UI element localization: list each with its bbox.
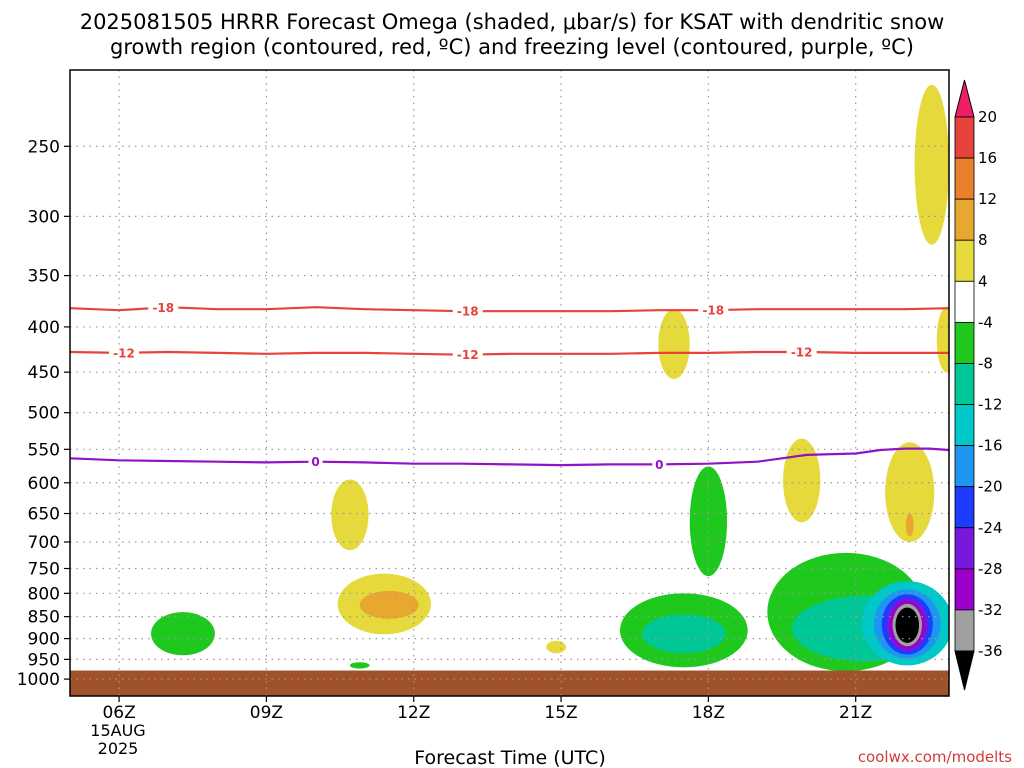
colorbar-band-3 xyxy=(954,239,975,282)
omega-region-3 xyxy=(331,479,369,551)
colorbar: 20 16 12 8 4 -4 -8 -12 -16 -20 -24 -28 -32 -36 xyxy=(954,79,1003,691)
colorbar-tick-8: 8 xyxy=(978,231,988,249)
contour-label--12-2: -12 xyxy=(791,346,813,360)
omega-region-9 xyxy=(546,640,566,654)
omega-region-4 xyxy=(783,438,821,523)
ytick-label-250: 250 xyxy=(28,137,60,157)
omega-region-6 xyxy=(905,513,914,537)
xtick-label-21Z: 21Z xyxy=(839,703,872,723)
contour-label-bg xyxy=(698,303,729,318)
date-label-day: 15AUG xyxy=(90,721,145,740)
ytick-label-1000: 1000 xyxy=(17,670,60,690)
omega-region-8 xyxy=(359,590,419,619)
contour-label-bg xyxy=(652,457,667,472)
contour-line--18 xyxy=(70,306,949,313)
omega-region-10 xyxy=(151,612,215,656)
contour-label--18-2: -18 xyxy=(702,304,724,318)
contour-label-bg xyxy=(452,347,483,362)
omega-region-5 xyxy=(885,442,935,542)
ytick-label-950: 950 xyxy=(28,650,60,670)
contour-label-bg xyxy=(148,300,179,315)
contour-line-0 xyxy=(70,447,949,467)
colorbar-tick--8: -8 xyxy=(978,354,993,372)
colorbar-band-6 xyxy=(954,363,975,405)
ytick-label-800: 800 xyxy=(28,584,60,604)
chart-title-line-2: growth region (contoured, red, ºC) and f… xyxy=(110,35,914,59)
xtick-label-06Z: 06Z xyxy=(102,703,135,723)
colorbar-band-7 xyxy=(954,404,975,447)
colorbar-band-12 xyxy=(954,609,975,652)
ytick-label-650: 650 xyxy=(28,505,60,525)
grid-lines xyxy=(70,70,949,696)
colorbar-band-8 xyxy=(954,445,975,488)
colorbar-tick-16: 16 xyxy=(978,149,997,167)
contour-label-bg xyxy=(786,345,817,360)
temperature-contours: -18 -18 -18 -12 -12 -12 0 0 xyxy=(70,300,949,472)
contour-label-0-1: 0 xyxy=(655,458,663,472)
ytick-label-550: 550 xyxy=(28,440,60,460)
colorbar-band-0 xyxy=(954,116,975,159)
ytick-label-600: 600 xyxy=(28,474,60,494)
y-axis-ticks: 2503003504004505005506006507007508008509… xyxy=(17,137,70,690)
ytick-label-500: 500 xyxy=(28,404,60,424)
contour-label--18-0: -18 xyxy=(152,301,174,315)
contour-label-bg xyxy=(452,304,483,319)
omega-region-2 xyxy=(936,307,949,373)
contour-label-0-0: 0 xyxy=(311,455,319,469)
colorbar-band-1 xyxy=(954,157,975,200)
colorbar-tick--4: -4 xyxy=(978,313,993,331)
ytick-label-300: 300 xyxy=(28,207,60,227)
colorbar-tick--20: -20 xyxy=(978,478,1003,496)
ytick-label-400: 400 xyxy=(28,318,60,338)
omega-region-14 xyxy=(642,614,726,654)
colorbar-tick-4: 4 xyxy=(978,272,988,290)
colorbar-band-4 xyxy=(954,280,975,323)
contour-label--18-1: -18 xyxy=(457,305,479,319)
colorbar-band-10 xyxy=(954,527,975,570)
colorbar-bottom-arrow xyxy=(954,650,975,691)
ytick-label-850: 850 xyxy=(28,608,60,628)
colorbar-tick--12: -12 xyxy=(978,396,1003,414)
contour-label--12-0: -12 xyxy=(113,346,135,360)
colorbar-tick--24: -24 xyxy=(978,519,1003,537)
ytick-label-450: 450 xyxy=(28,363,60,383)
date-label-year: 2025 xyxy=(98,739,139,758)
colorbar-tick-20: 20 xyxy=(978,108,997,126)
xtick-label-15Z: 15Z xyxy=(544,703,577,723)
contour-label-bg xyxy=(109,345,140,360)
colorbar-band-5 xyxy=(954,321,975,364)
credit-text: coolwx.com/modelts xyxy=(858,748,1012,766)
colorbar-band-9 xyxy=(954,486,975,529)
contour-line--12 xyxy=(70,350,949,356)
colorbar-tick--28: -28 xyxy=(978,560,1003,578)
omega-region-1 xyxy=(658,309,690,379)
contour-label-bg xyxy=(308,454,323,469)
omega-region-12 xyxy=(689,466,728,577)
colorbar-band-2 xyxy=(954,198,975,241)
plot-frame xyxy=(69,69,950,697)
x-axis-ticks: 06Z 09Z 12Z 15Z 18Z 21Z xyxy=(102,696,872,723)
omega-region-11 xyxy=(349,662,370,669)
xtick-label-12Z: 12Z xyxy=(397,703,430,723)
xtick-label-18Z: 18Z xyxy=(692,703,725,723)
colorbar-tick--36: -36 xyxy=(978,642,1003,660)
colorbar-tick-12: 12 xyxy=(978,190,997,208)
x-axis-label: Forecast Time (UTC) xyxy=(414,747,605,768)
ground-surface xyxy=(70,670,949,696)
ytick-label-750: 750 xyxy=(28,560,60,580)
omega-shaded-regions xyxy=(151,84,949,672)
xtick-label-09Z: 09Z xyxy=(250,703,283,723)
ytick-label-900: 900 xyxy=(28,630,60,650)
ytick-label-350: 350 xyxy=(28,267,60,287)
ytick-label-700: 700 xyxy=(28,533,60,553)
chart-title-line-1: 2025081505 HRRR Forecast Omega (shaded, … xyxy=(80,10,945,34)
colorbar-tick--32: -32 xyxy=(978,601,1003,619)
colorbar-tick--16: -16 xyxy=(978,437,1003,455)
contour-label--12-1: -12 xyxy=(457,348,479,362)
omega-region-23 xyxy=(895,607,920,643)
omega-region-0 xyxy=(914,84,949,245)
colorbar-top-arrow xyxy=(954,79,975,118)
colorbar-band-11 xyxy=(954,568,975,611)
